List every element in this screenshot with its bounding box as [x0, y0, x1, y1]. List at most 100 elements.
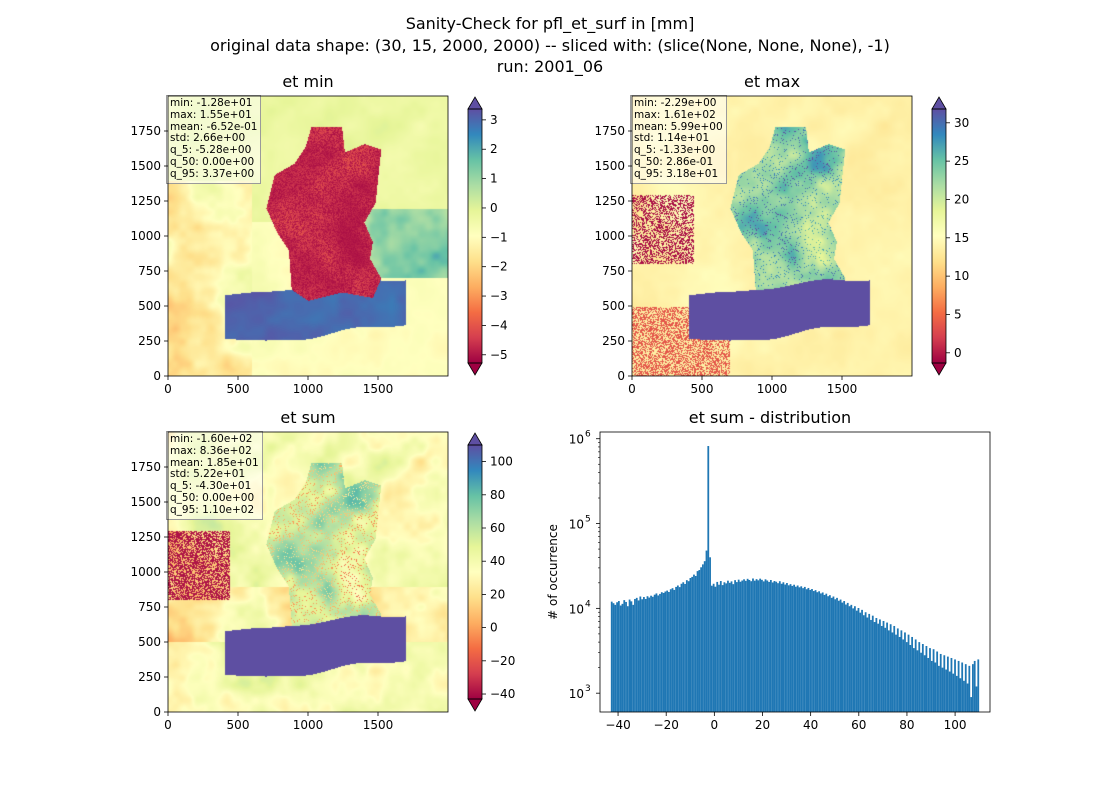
x-tick-label: 500 — [227, 382, 250, 396]
histogram-bar — [859, 612, 862, 712]
histogram-bar — [821, 592, 824, 712]
y-tick-label: 500 — [602, 299, 625, 313]
histogram-bar — [972, 664, 974, 712]
histogram-bar — [693, 574, 695, 712]
y-tick-label: 1500 — [594, 159, 625, 173]
histogram-bar — [682, 582, 685, 712]
histogram-bar — [846, 602, 849, 712]
histogram-bar — [812, 591, 815, 712]
panel-title-et-min: et min — [282, 72, 334, 91]
histogram-bar — [705, 550, 708, 712]
histogram-bar — [902, 639, 905, 712]
histogram-bar — [907, 634, 910, 712]
histogram-bar — [662, 592, 665, 712]
histogram-bar — [685, 580, 688, 712]
histogram-bar — [719, 581, 722, 712]
histogram-bar — [877, 623, 880, 712]
colorbar-tick-label: −40 — [490, 687, 515, 701]
histogram-bar — [852, 608, 855, 712]
histogram-bar — [911, 636, 914, 712]
colorbar-tick-label: −4 — [490, 318, 508, 332]
x-tick-label: 1000 — [293, 718, 324, 732]
histogram-bar — [945, 669, 947, 712]
colorbar-extend-top — [931, 96, 947, 110]
histogram-bar — [782, 582, 785, 712]
histogram-bar — [786, 583, 788, 712]
hist-x-tick-label: 60 — [851, 718, 866, 732]
hist-y-tick-label: 10 — [569, 518, 584, 532]
y-tick-label: 750 — [602, 264, 625, 278]
y-tick-label: 250 — [138, 670, 161, 684]
histogram-bar — [966, 683, 969, 712]
histogram-bar — [795, 586, 797, 712]
y-tick-label: 1000 — [594, 229, 625, 243]
histogram-bar — [768, 581, 770, 712]
hist-y-tick-exponent: 5 — [585, 515, 591, 525]
hist-y-axis-label: # of occurrence — [546, 524, 560, 620]
histogram-bar — [775, 581, 778, 712]
histogram-bar — [798, 587, 801, 712]
colorbar-tick-label: 15 — [954, 231, 969, 245]
hist-x-tick-label: −40 — [605, 718, 630, 732]
histogram-bar — [913, 648, 915, 712]
colorbar-tick-label: 80 — [490, 488, 505, 502]
histogram-bar — [848, 606, 851, 712]
histogram-bar — [687, 581, 690, 712]
histogram-bar — [827, 596, 829, 712]
histogram-bar — [939, 653, 942, 712]
histogram-bar — [766, 580, 769, 712]
histogram-bar — [905, 642, 908, 712]
x-tick-label: 0 — [628, 382, 636, 396]
y-tick-label: 500 — [138, 635, 161, 649]
histogram-bar — [830, 597, 833, 712]
histogram-bar — [870, 619, 872, 712]
colorbar-tick-label: 0 — [954, 346, 962, 360]
x-tick-label: 500 — [227, 718, 250, 732]
panel-title-et-sum-distribution: et sum - distribution — [688, 408, 852, 427]
histogram-bar — [641, 599, 644, 712]
histogram-bar — [882, 620, 885, 712]
histogram-bar — [718, 584, 720, 712]
histogram-bar — [930, 660, 933, 712]
histogram-bar — [650, 595, 652, 712]
histogram-bar — [639, 596, 642, 712]
histogram-bar — [954, 659, 956, 712]
histogram-bar — [610, 601, 613, 712]
x-tick-label: 0 — [164, 382, 172, 396]
histogram-bar — [934, 662, 937, 712]
y-tick-label: 1500 — [130, 159, 161, 173]
histogram-bar — [769, 579, 772, 712]
y-tick-label: 250 — [602, 334, 625, 348]
hist-x-tick-label: 100 — [944, 718, 967, 732]
histogram-bar — [796, 585, 799, 712]
colorbar-tick-label: 20 — [954, 192, 969, 206]
histogram-bar — [698, 570, 701, 712]
histogram-bar — [925, 645, 928, 712]
axes-frame — [631, 95, 913, 377]
colorbar-tick-label: −2 — [490, 260, 508, 274]
histogram-bar — [723, 582, 726, 712]
histogram-bar — [702, 564, 704, 712]
y-tick-label: 1250 — [594, 194, 625, 208]
histogram-bar — [644, 598, 647, 712]
hist-y-tick-label: 10 — [569, 602, 584, 616]
histogram-bar — [616, 602, 618, 712]
histogram-bar — [626, 606, 629, 712]
histogram-bar — [854, 606, 856, 712]
histogram-bar — [916, 650, 919, 712]
histogram-bar — [807, 587, 810, 712]
colorbar-tick-label: 0 — [490, 201, 498, 215]
histogram-bar — [625, 601, 627, 712]
histogram-bar — [893, 625, 896, 712]
axes-group: 0 500 1000 15000250500750100012501500175032… — [130, 95, 969, 732]
histogram-bar — [857, 607, 860, 712]
histogram-bar — [887, 630, 890, 712]
histogram-bar — [921, 644, 924, 712]
hist-x-tick-label: −20 — [654, 718, 679, 732]
histogram-bar — [735, 582, 738, 712]
histogram-bar — [952, 673, 955, 712]
histogram-bar — [886, 622, 888, 712]
histogram-bar — [671, 588, 674, 712]
